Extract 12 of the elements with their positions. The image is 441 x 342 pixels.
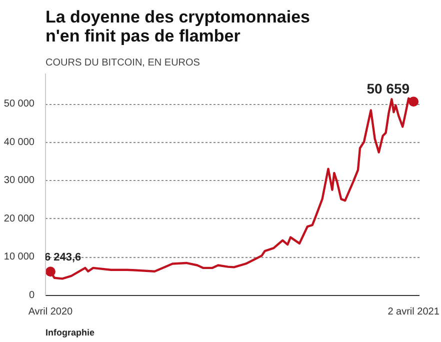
annotation: 50 659 bbox=[366, 80, 410, 97]
y-tick-label: 10 000 bbox=[4, 252, 35, 263]
y-tick-label: 40 000 bbox=[4, 136, 35, 148]
y-tick-label: 0 bbox=[28, 290, 35, 301]
x-tick-label: Avril 2020 bbox=[28, 306, 74, 318]
chart-subtitle: COURS DU BITCOIN, EN EUROS bbox=[46, 58, 200, 68]
y-tick-label: 30 000 bbox=[4, 175, 35, 186]
y-tick-label: 20 000 bbox=[4, 213, 35, 224]
x-tick-label: 2 avril 2021 bbox=[388, 306, 440, 318]
text: Infographie bbox=[46, 328, 94, 338]
chart-title: La doyenne des cryptomonnaies n'en finit pas de flamber bbox=[46, 8, 310, 46]
y-tick-label: 50 000 bbox=[4, 98, 35, 110]
